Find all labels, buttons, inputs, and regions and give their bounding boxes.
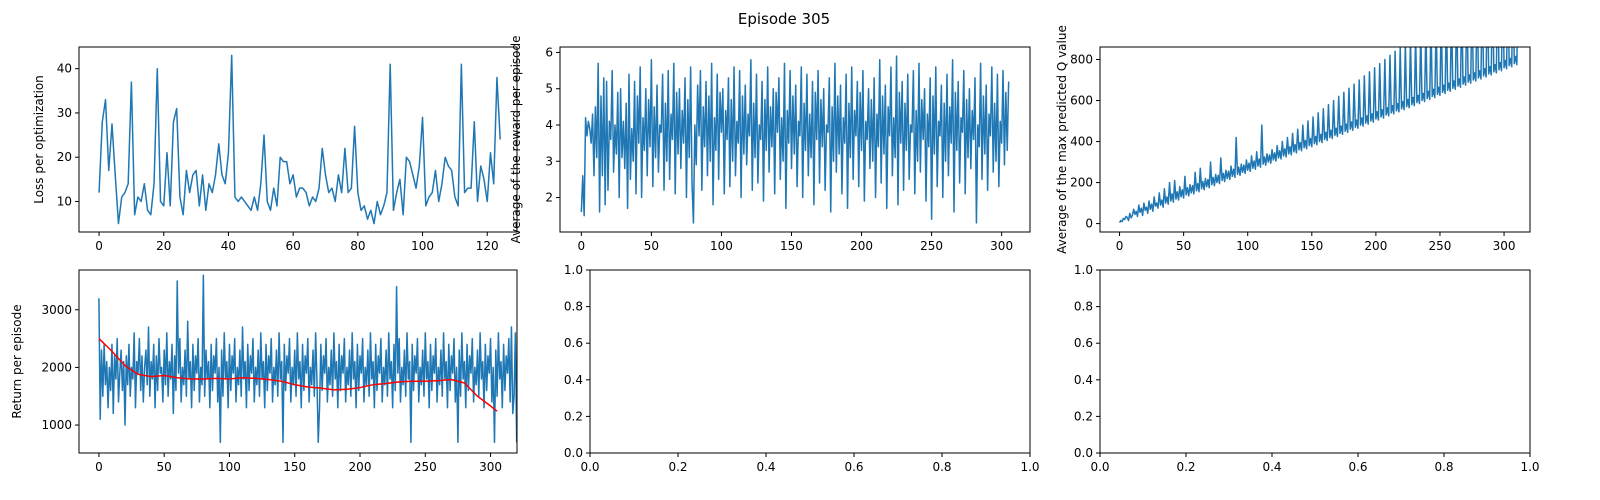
y-tick-label: 0.6 bbox=[564, 336, 583, 350]
axes-frame bbox=[78, 269, 518, 454]
x-tick-label: 100 bbox=[710, 239, 733, 253]
subplot-empty-2: 0.0 0.2 0.4 0.6 0.8 1.0 0.0 0.2 0.4 0.6 0.8 1.0 bbox=[1074, 263, 1540, 474]
x-tick-label: 250 bbox=[414, 460, 437, 474]
figure-suptitle: Episode 305 bbox=[738, 10, 830, 28]
x-tick-label: 0 bbox=[95, 460, 103, 474]
x-tick-label: 1.0 bbox=[1020, 460, 1039, 474]
x-tick-label: 200 bbox=[1364, 239, 1387, 253]
x-tick-label: 0 bbox=[95, 239, 103, 253]
y-tick-label: 0.4 bbox=[1074, 373, 1093, 387]
y-tick-label: 5 bbox=[545, 82, 553, 96]
x-tick-label: 0.6 bbox=[844, 460, 863, 474]
x-tick-label: 0.6 bbox=[1348, 460, 1367, 474]
x-tick-label: 100 bbox=[411, 239, 434, 253]
x-tick-label: 0 bbox=[1116, 239, 1124, 253]
x-tick-label: 50 bbox=[157, 460, 172, 474]
x-tick-label: 0.2 bbox=[1176, 460, 1195, 474]
y-tick-label: 2 bbox=[545, 191, 553, 205]
y-tick-label: 6 bbox=[545, 45, 553, 59]
y-tick-label: 3000 bbox=[41, 303, 72, 317]
axes-frame bbox=[1099, 46, 1531, 233]
y-tick-label: 0.8 bbox=[1074, 300, 1093, 314]
y-tick-label: 30 bbox=[57, 106, 72, 120]
y-tick-label: 0.0 bbox=[1074, 446, 1093, 460]
x-tick-label: 50 bbox=[644, 239, 659, 253]
x-tick-label: 120 bbox=[476, 239, 499, 253]
y-tick-label: 20 bbox=[57, 150, 72, 164]
subplot-return: 0 50 100 150 200 250 300 1000 2000 3000 Return per… bbox=[10, 269, 518, 474]
y-tick-label: 1000 bbox=[41, 418, 72, 432]
y-tick-label: 0.6 bbox=[1074, 336, 1093, 350]
x-tick-label: 100 bbox=[1236, 239, 1259, 253]
x-tick-label: 0 bbox=[578, 239, 586, 253]
y-tick-label: 0.8 bbox=[564, 300, 583, 314]
x-tick-label: 250 bbox=[920, 239, 943, 253]
x-tick-label: 200 bbox=[349, 460, 372, 474]
y-tick-label: 400 bbox=[1070, 135, 1093, 149]
axes-frame bbox=[1099, 269, 1531, 454]
subplot-reward: 0 50 100 150 200 250 300 2 3 4 5 6 Average of the re… bbox=[509, 35, 1031, 253]
x-tick-label: 0.2 bbox=[668, 460, 687, 474]
y-tick-label: 0 bbox=[1085, 217, 1093, 231]
x-tick-label: 100 bbox=[218, 460, 241, 474]
x-tick-label: 0.4 bbox=[1262, 460, 1281, 474]
x-tick-label: 250 bbox=[1429, 239, 1452, 253]
x-tick-label: 150 bbox=[1300, 239, 1323, 253]
y-tick-label: 200 bbox=[1070, 176, 1093, 190]
y-tick-label: 40 bbox=[57, 62, 72, 76]
y-tick-label: 1.0 bbox=[1074, 263, 1093, 277]
axes-frame bbox=[559, 46, 1031, 233]
axes-frame bbox=[589, 269, 1031, 454]
x-tick-label: 300 bbox=[479, 460, 502, 474]
y-tick-label: 0.2 bbox=[564, 409, 583, 423]
x-tick-label: 20 bbox=[156, 239, 171, 253]
x-tick-label: 40 bbox=[221, 239, 236, 253]
y-tick-label: 0.2 bbox=[1074, 409, 1093, 423]
y-tick-label: 0.0 bbox=[564, 446, 583, 460]
x-tick-label: 50 bbox=[1176, 239, 1191, 253]
x-tick-label: 0.0 bbox=[1090, 460, 1109, 474]
y-axis-label: Average of the max predicted Q value bbox=[1055, 25, 1069, 254]
series-line-0 bbox=[98, 274, 517, 444]
x-tick-label: 0.4 bbox=[756, 460, 775, 474]
x-tick-label: 300 bbox=[990, 239, 1013, 253]
x-tick-label: 0.0 bbox=[580, 460, 599, 474]
y-tick-label: 2000 bbox=[41, 360, 72, 374]
y-axis-label: Loss per optimization bbox=[32, 75, 46, 204]
y-tick-label: 1.0 bbox=[564, 263, 583, 277]
series-line-0 bbox=[580, 55, 1010, 224]
x-tick-label: 300 bbox=[1493, 239, 1516, 253]
y-tick-label: 0.4 bbox=[564, 373, 583, 387]
x-tick-label: 0.8 bbox=[932, 460, 951, 474]
x-tick-label: 80 bbox=[350, 239, 365, 253]
y-tick-label: 10 bbox=[57, 194, 72, 208]
series-line-0 bbox=[98, 54, 501, 225]
x-tick-label: 150 bbox=[283, 460, 306, 474]
x-tick-label: 150 bbox=[780, 239, 803, 253]
series-line-1 bbox=[98, 338, 498, 412]
subplot-empty-1: 0.0 0.2 0.4 0.6 0.8 1.0 0.0 0.2 0.4 0.6 0.8 1.0 bbox=[564, 263, 1040, 474]
y-tick-label: 800 bbox=[1070, 53, 1093, 67]
x-tick-label: 0.8 bbox=[1434, 460, 1453, 474]
y-tick-label: 3 bbox=[545, 154, 553, 168]
x-tick-label: 60 bbox=[286, 239, 301, 253]
series-line-0 bbox=[1118, 47, 1518, 223]
x-tick-label: 1.0 bbox=[1520, 460, 1539, 474]
x-tick-label: 200 bbox=[850, 239, 873, 253]
y-axis-label: Average of the reward per episode bbox=[509, 35, 523, 243]
y-axis-label: Return per episode bbox=[10, 304, 24, 418]
subplot-loss: 0 20 40 60 80 100 120 10 20 30 40 Loss per optimiza… bbox=[32, 46, 518, 253]
y-tick-label: 600 bbox=[1070, 94, 1093, 108]
axes-frame bbox=[78, 46, 518, 233]
y-tick-label: 4 bbox=[545, 118, 553, 132]
